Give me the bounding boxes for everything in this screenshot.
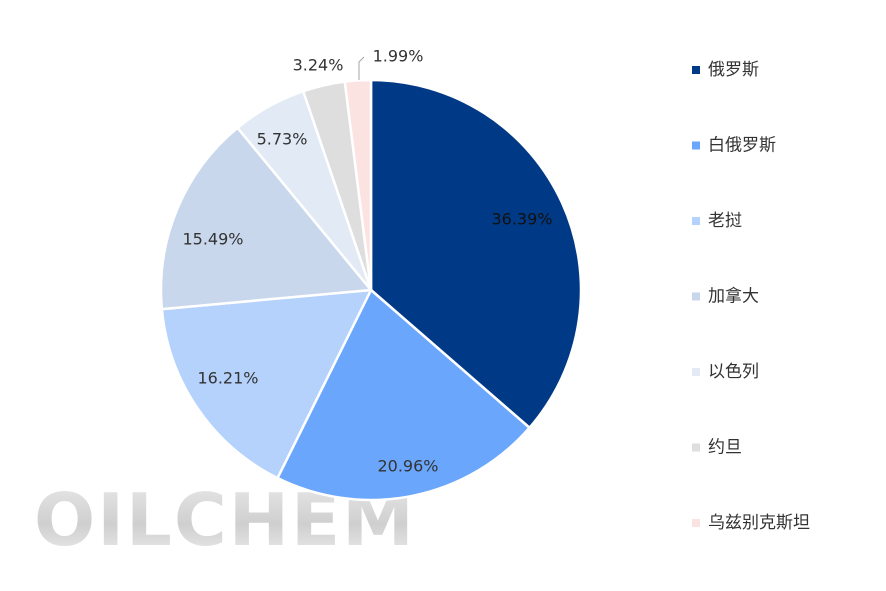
legend-swatch-3 bbox=[692, 217, 700, 225]
data-label-3: 16.21% bbox=[197, 369, 258, 388]
data-label-5: 5.73% bbox=[257, 130, 308, 149]
data-label-6: 3.24% bbox=[293, 56, 344, 75]
legend-label-5: 以色列 bbox=[708, 362, 759, 382]
legend-swatch-5 bbox=[692, 368, 700, 376]
legend-label-1: 俄罗斯 bbox=[708, 60, 759, 80]
legend-swatch-2 bbox=[692, 141, 700, 150]
data-label-7: 1.99% bbox=[373, 47, 424, 66]
pie-slice-4 bbox=[159, 126, 373, 311]
pie-slice-2 bbox=[276, 288, 531, 502]
legend-swatch-6 bbox=[692, 443, 700, 452]
legend-label-7: 乌兹别克斯坦 bbox=[708, 513, 810, 533]
pie-slice-3 bbox=[160, 288, 373, 480]
pie-slices bbox=[159, 78, 583, 502]
pie-slice-1 bbox=[369, 78, 583, 429]
legend-swatch-7 bbox=[692, 519, 700, 527]
legend-label-3: 老挝 bbox=[708, 211, 742, 231]
data-label-1: 36.39% bbox=[491, 210, 552, 229]
leader-lines bbox=[358, 56, 365, 80]
data-label-4: 15.49% bbox=[182, 230, 243, 249]
legend-swatch-1 bbox=[692, 66, 700, 74]
data-label-2: 20.96% bbox=[377, 457, 438, 476]
legend-label-2: 白俄罗斯 bbox=[708, 136, 776, 156]
legend-label-6: 约旦 bbox=[708, 438, 742, 458]
leader-line-7 bbox=[358, 56, 365, 80]
legend-swatch-4 bbox=[692, 292, 700, 301]
pie-slice-7 bbox=[343, 78, 373, 292]
data-labels: 36.39% 20.96% 16.21% 15.49% 5.73% 3.24% 1.99% bbox=[182, 47, 552, 476]
legend-label-4: 加拿大 bbox=[708, 286, 759, 307]
